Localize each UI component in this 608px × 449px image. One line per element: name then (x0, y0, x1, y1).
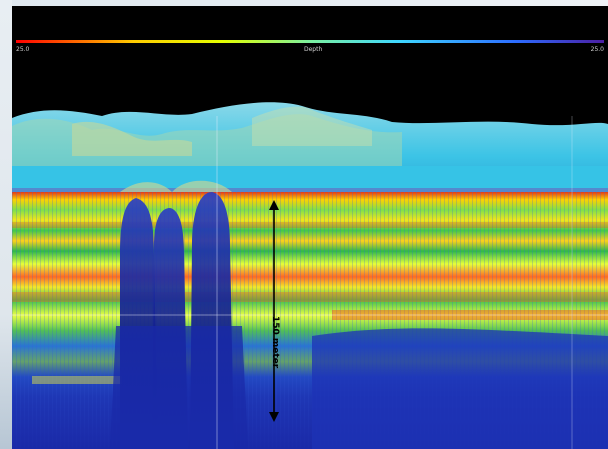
colorbar (16, 40, 604, 43)
scale-arrow (269, 200, 279, 422)
sonar-scene (12, 102, 608, 449)
scale-bar-label: 150 meter (270, 316, 280, 369)
left-margin (0, 0, 12, 449)
colorbar-min-label: 25.0 (16, 46, 30, 53)
colorbar-mid-label: Depth (304, 46, 323, 53)
seabed-terrain (12, 102, 608, 192)
gas-plumes (110, 180, 248, 449)
echogram (12, 192, 608, 449)
colorbar-max-label: 25.0 (590, 46, 604, 53)
sonar-viewer: 25.0 Depth 25.0 150 meter (12, 6, 608, 449)
grid-lines (12, 116, 608, 449)
